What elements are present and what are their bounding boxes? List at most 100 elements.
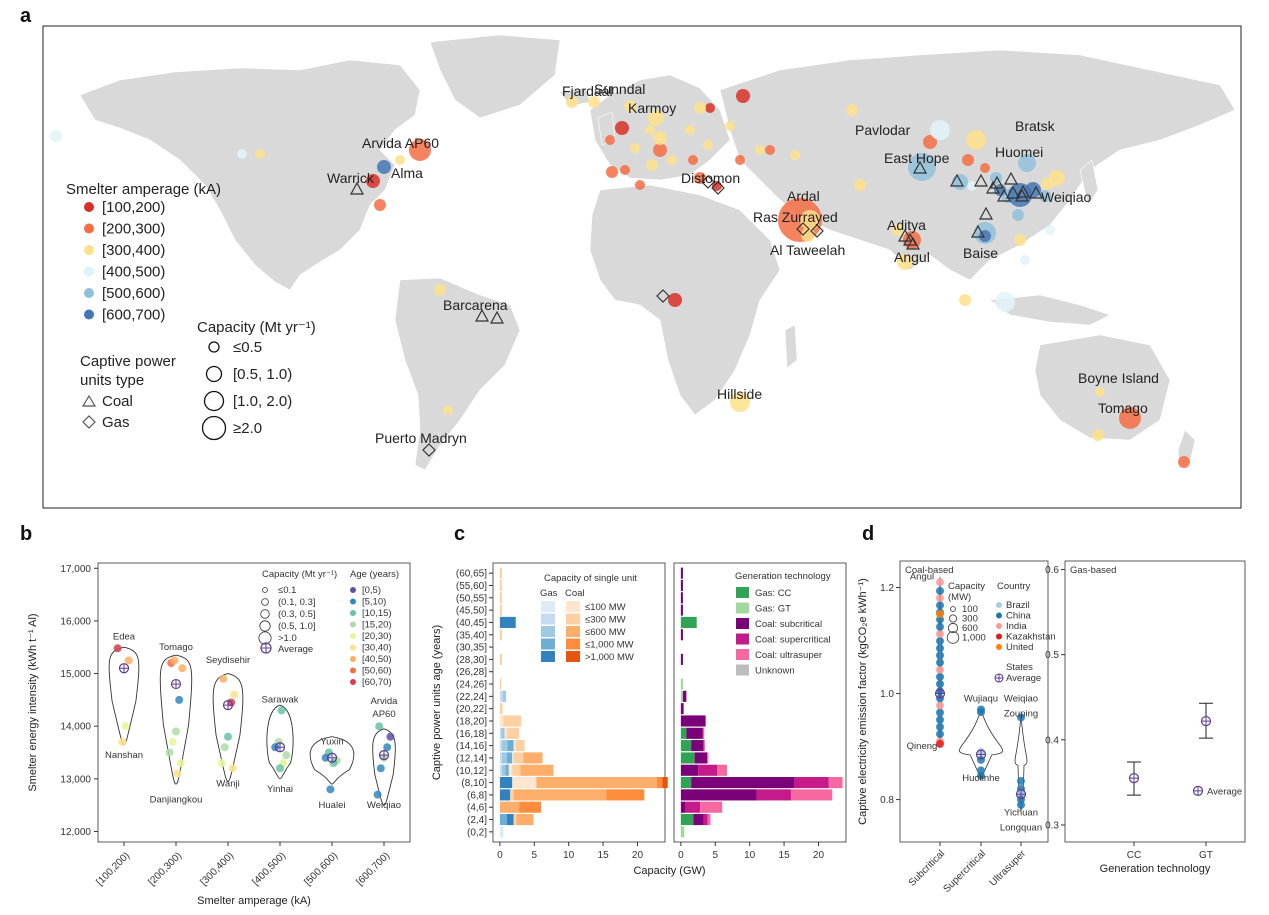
amperage-legend-swatch — [84, 202, 94, 212]
panel-b-smelter-dot — [118, 737, 127, 746]
panel-b-smelter-dot — [376, 764, 385, 773]
gas-diamond-icon — [82, 415, 96, 429]
smelter-marker — [980, 163, 990, 173]
panel-b-average-cross — [171, 679, 181, 689]
panel-b-capacity-legend-label: (0.5, 1.0] — [278, 621, 316, 632]
panel-c-right-bar-segment — [686, 727, 703, 739]
smelter-marker — [566, 96, 578, 108]
panel-c-ytick-label: (6,8] — [467, 790, 487, 801]
panel-c-xtick-label: 20 — [813, 850, 825, 861]
city-label: Distomon — [681, 170, 740, 186]
panel-c-left-legend-gas-swatch — [541, 651, 555, 662]
panel-c-xtick-label: 20 — [632, 850, 644, 861]
smelter-marker — [923, 135, 937, 149]
panel-d-left-annotation: Qineng — [907, 741, 938, 752]
city-label: Angul — [894, 249, 930, 265]
panel-c-right-bar-segment — [680, 727, 687, 739]
panel-d-right-xtick-label: GT — [1199, 850, 1213, 861]
panel-b-annotation: Edea — [113, 631, 136, 642]
city-label: Arvida AP60 — [362, 135, 439, 151]
panel-c-left-bar-segment — [499, 727, 502, 739]
panel-c-left-bar-segment — [499, 579, 502, 592]
panel-b-age-legend-swatch — [350, 587, 356, 593]
panel-c-left-bar-segment — [512, 764, 521, 776]
city-label: Ardal — [787, 188, 820, 204]
panel-c-left-legend-coal-swatch — [566, 601, 580, 612]
city-label: Huomei — [995, 144, 1043, 160]
panel-c-left-bar-segment — [520, 764, 554, 776]
smelter-marker — [366, 174, 380, 188]
africa — [589, 184, 781, 416]
city-label: Hillside — [717, 386, 762, 402]
panel-c-ytick-label: (45,50] — [456, 606, 487, 617]
panel-b-violin — [372, 728, 396, 806]
panel-d-left-xtick-label: Supercritical — [941, 848, 988, 895]
coal-captive-marker — [474, 308, 490, 322]
panel-d-left-unit-dot — [936, 680, 944, 689]
panel-d-left-unit-dot — [1017, 713, 1025, 722]
panel-b-smelter-dot — [375, 722, 384, 731]
panel-c-left-legend-label: ≤300 MW — [585, 615, 626, 626]
greenland — [429, 34, 561, 119]
panel-d-left-xtick-label: Subcritical — [907, 848, 947, 888]
panel-c-right-bar-segment — [680, 740, 692, 752]
city-label: Ras Zurrayed — [753, 209, 838, 225]
smelter-marker — [653, 131, 667, 145]
panel-c-right-bar-segment — [702, 727, 705, 739]
panel-c-left-bar-segment — [515, 740, 525, 752]
panel-b-violin — [212, 673, 244, 782]
panel-c-right-bar-segment — [680, 678, 683, 690]
panel-b-smelter-dot — [276, 764, 284, 773]
panel-c-left-legend-coal-swatch — [566, 651, 580, 662]
panel-d-average-legend-label: Average — [1006, 673, 1041, 684]
smelter-marker — [620, 165, 630, 175]
panel-c-right-legend-label: Coal: ultrasuper — [755, 650, 822, 661]
capacity-legend-title: Capacity (Mt yr⁻¹) — [197, 319, 316, 336]
panel-b-annotation: Sarawak — [262, 695, 299, 706]
panel-b-annotation: Weiqiao — [367, 800, 401, 811]
coal-captive-marker — [985, 180, 1001, 194]
panel-d-left-unit-dot — [936, 578, 944, 587]
panel-c-left-bar-segment — [516, 813, 534, 826]
panel-c-left-legend-label: ≤100 MW — [585, 602, 626, 613]
capacity-legend-circle — [205, 365, 223, 383]
panel-c-right-bar-segment — [680, 690, 683, 702]
panel-d-left-title: Coal-based — [905, 565, 954, 576]
panel-b-capacity-legend-label: (0.3, 0.5] — [278, 609, 316, 620]
panel-d-country-legend-label: Brazil — [1006, 600, 1030, 611]
panel-c-right-bar-segment — [691, 740, 704, 752]
panel-c-right-bar-segment — [680, 764, 699, 776]
panel-c-left-bar-segment — [503, 715, 522, 727]
smelter-marker — [1012, 209, 1024, 221]
city-label: Weiqiao — [1041, 189, 1092, 205]
panel-d-left-unit-dot — [936, 601, 944, 610]
panel-b-age-legend-label: [60,70) — [362, 677, 392, 688]
panel-b-age-legend-label: [10,15) — [362, 608, 392, 619]
panel-c-left-bar-segment — [501, 752, 507, 764]
panel-c-right-bar-segment — [700, 801, 723, 813]
panel-d-left-ytick-label: 0.8 — [880, 795, 894, 806]
panel-c-right-legend-title: Generation technology — [735, 571, 831, 582]
panel-b-xlabel: Smelter amperage (kA) — [197, 895, 311, 907]
capacity-legend: ≤0.5 [0.5, 1.0) [1.0, 2.0) ≥2.0 — [201, 339, 292, 441]
panel-b-capacity-legend-circle — [262, 587, 268, 593]
panel-b-smelter-dot — [219, 674, 228, 683]
panel-d-left-unit-dot — [936, 615, 944, 624]
panel-c-left-bar-segment — [499, 826, 504, 838]
panel-c-left-legend-label: >1,000 MW — [585, 652, 634, 663]
panel-d-capacity-legend-label: 600 — [962, 623, 978, 634]
panel-c-right-bar-segment — [680, 567, 683, 579]
city-label: Baise — [963, 245, 998, 261]
panel-c-left-legend-coal-swatch — [566, 638, 580, 650]
panel-d-left-unit-dot — [936, 715, 944, 724]
panel-c-right-bar-segment — [680, 789, 757, 801]
captive-type-gas: Gas — [102, 414, 130, 431]
panel-c-left-bar-segment — [512, 777, 537, 789]
smelter-marker — [962, 154, 974, 166]
panel-c-left-bar-segment — [501, 727, 505, 739]
panel-c-left-legend-gas: Gas — [540, 588, 558, 599]
city-label: Al Taweelah — [770, 242, 845, 258]
panel-c-left-bar-segment — [501, 764, 506, 776]
panel-b-average-legend-cross — [261, 643, 271, 653]
